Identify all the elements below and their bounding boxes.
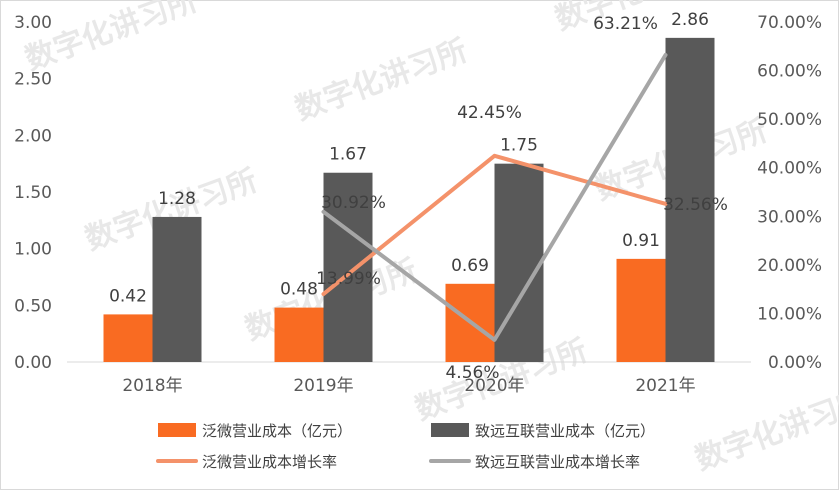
bar-zhiyuan <box>494 163 544 362</box>
line-data-label: 30.92% <box>321 193 386 213</box>
line-data-label: 32.56% <box>663 195 728 215</box>
right-axis-tick-label: 30.00% <box>757 207 822 227</box>
bar-data-label: 1.28 <box>158 189 196 209</box>
x-axis-tick-label: 2018年 <box>122 376 182 396</box>
bar-zhiyuan <box>323 172 373 362</box>
bar-data-label: 2.86 <box>671 10 709 30</box>
watermark-layer: 数字化讲习所数字化讲习所数字化讲习所数字化讲习所数字化讲习所数字化讲习所数字化讲… <box>21 0 839 478</box>
category-labels: 2018年 2019年 2020年 2021年 <box>122 376 695 396</box>
bar-data-label: 0.69 <box>451 256 489 276</box>
right-axis-tick-label: 50.00% <box>757 110 822 130</box>
bars-layer <box>103 37 715 362</box>
legend-label: 致远互联营业成本（亿元） <box>475 422 655 440</box>
left-axis-tick-label: 0.50 <box>14 296 52 316</box>
bar-zhiyuan <box>665 37 715 362</box>
lines-layer <box>321 52 668 342</box>
legend-swatch <box>158 423 196 437</box>
bar-fanwei <box>616 258 666 362</box>
x-axis-tick-label: 2019年 <box>293 376 353 396</box>
right-axis-tick-label: 40.00% <box>757 159 822 179</box>
x-axis-tick-label: 2021年 <box>635 376 695 396</box>
left-axis-tick-label: 2.50 <box>14 70 52 90</box>
legend-label: 泛微营业成本（亿元） <box>202 422 352 440</box>
legend: 泛微营业成本（亿元） 致远互联营业成本（亿元） 泛微营业成本增长率 致远互联营业成本增… <box>156 422 655 471</box>
bar-data-label: 1.75 <box>500 136 538 156</box>
x-axis-tick-label: 2020年 <box>464 376 524 396</box>
watermark-text: 数字化讲习所 <box>21 0 202 78</box>
watermark-text: 数字化讲习所 <box>291 33 472 127</box>
left-axis-tick-label: 0.00 <box>14 353 52 373</box>
right-axis-tick-label: 70.00% <box>757 13 822 33</box>
line-data-label: 13.99% <box>316 269 381 289</box>
bar-zhiyuan <box>152 216 202 362</box>
watermark-text: 数字化讲习所 <box>691 383 839 477</box>
line-fanwei-growth <box>321 153 668 297</box>
line-data-label: 63.21% <box>593 14 658 34</box>
left-axis-tick-label: 3.00 <box>14 13 52 33</box>
bar-data-label: 0.48 <box>280 280 318 300</box>
right-axis-tick-label: 20.00% <box>757 256 822 276</box>
left-axis-tick-label: 1.50 <box>14 183 52 203</box>
left-axis: 0.00 0.50 1.00 1.50 2.00 2.50 3.00 <box>14 13 52 373</box>
right-axis-tick-label: 60.00% <box>757 62 822 82</box>
legend-label: 泛微营业成本增长率 <box>202 453 337 471</box>
bar-data-label: 0.42 <box>109 286 147 306</box>
bar-data-label: 1.67 <box>329 145 367 165</box>
bar-fanwei <box>274 307 324 362</box>
bar-data-label: 0.91 <box>622 231 660 251</box>
right-axis-tick-label: 10.00% <box>757 304 822 324</box>
legend-label: 致远互联营业成本增长率 <box>475 453 640 471</box>
line-data-label: 42.45% <box>457 103 522 123</box>
left-axis-tick-label: 2.00 <box>14 126 52 146</box>
data-labels-layer: 0.42 0.48 0.69 0.91 1.28 1.67 1.75 2.86 13.99% 42… <box>109 10 728 383</box>
line-zhiyuan-growth <box>321 52 668 342</box>
left-axis-tick-label: 1.00 <box>14 240 52 260</box>
line-data-label: 4.56% <box>445 363 499 383</box>
bar-fanwei <box>103 314 153 362</box>
right-axis-tick-label: 0.00% <box>768 353 822 373</box>
legend-swatch <box>431 423 469 437</box>
right-axis: 0.00% 10.00% 20.00% 30.00% 40.00% 50.00% 60.00… <box>757 13 822 373</box>
